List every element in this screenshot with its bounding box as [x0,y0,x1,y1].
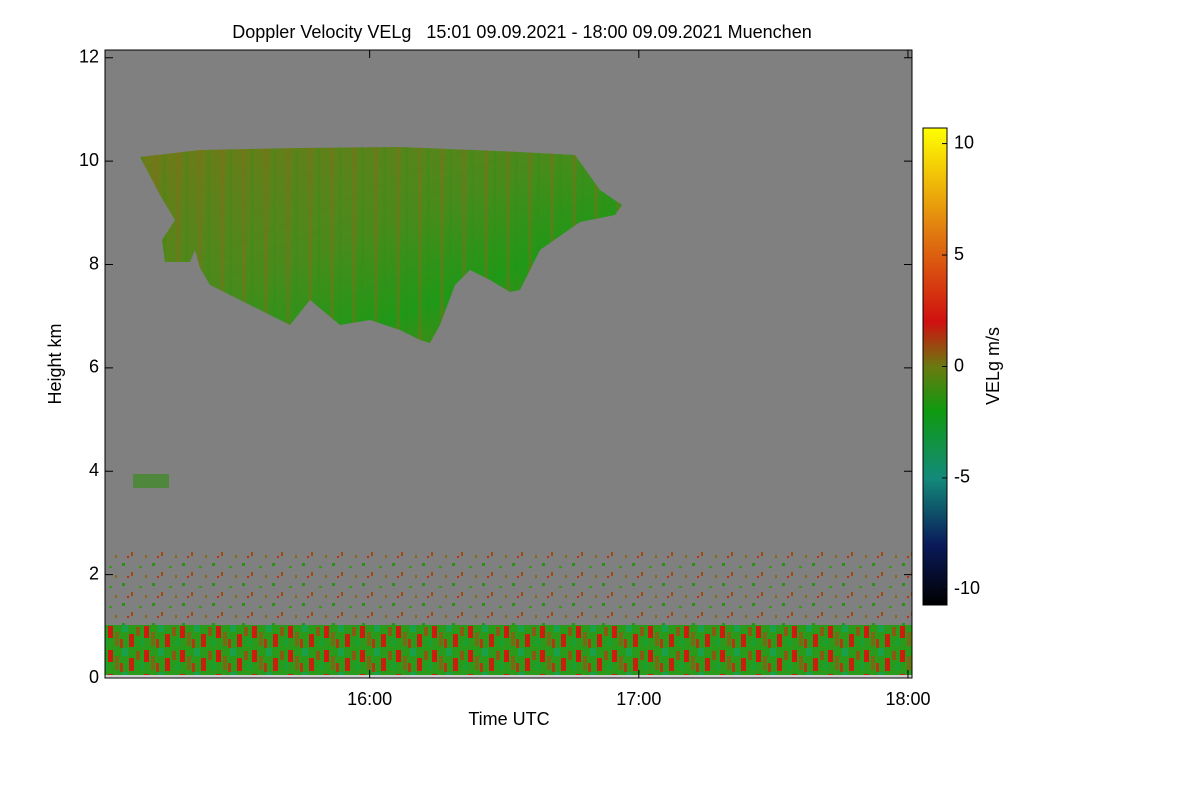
y-tick-label: 8 [89,253,99,273]
colorbar-tick-label: -5 [954,467,970,487]
y-tick-label: 2 [89,563,99,583]
y-tick-label: 4 [89,460,99,480]
cloud [140,147,622,343]
ground-line [105,675,912,678]
x-tick-label: 16:00 [347,689,392,709]
y-axis-label: Height km [45,323,65,404]
colorbar-tick-label: 0 [954,355,964,375]
plot-frame [104,49,913,679]
colorbar-label: VELg m/s [983,327,1003,405]
heatmap [105,50,912,678]
y-tick-label: 12 [79,47,99,67]
x-tick-label: 17:00 [616,689,661,709]
colorbar-tick-label: 5 [954,244,964,264]
colorbar-tick-label: -10 [954,578,980,598]
y-tick-label: 6 [89,357,99,377]
boundary-layer [105,625,912,675]
colorbar-tick-label: 10 [954,132,974,152]
chart-title: Doppler Velocity VELg 15:01 09.09.2021 -… [232,22,811,42]
boundary-speckle [105,590,912,630]
y-tick-label: 0 [89,667,99,687]
echo-patch [133,474,169,488]
y-tick-label: 10 [79,150,99,170]
x-tick-label: 18:00 [885,689,930,709]
x-axis-label: Time UTC [468,709,549,729]
